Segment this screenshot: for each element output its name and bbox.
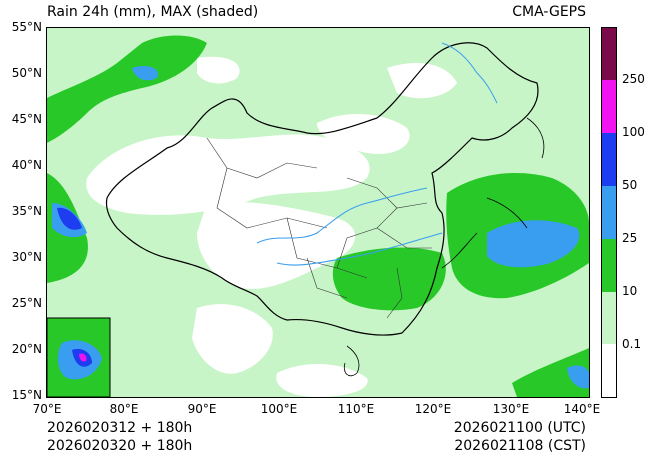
china-border	[105, 42, 539, 336]
heavy-rain-east	[487, 220, 580, 268]
colorbar-segment	[602, 344, 616, 397]
lat-label: 50°N	[11, 66, 42, 80]
moderate-rain-southeast	[512, 348, 589, 397]
coastlines	[343, 117, 545, 377]
colorbar-segment	[602, 292, 616, 344]
colorbar-label: 10	[622, 284, 638, 298]
very-heavy-rain-west	[57, 207, 82, 230]
model-name: CMA-GEPS	[512, 4, 586, 20]
init-time-line1: 2026020312 + 180h	[47, 420, 193, 436]
dry-area-north	[197, 56, 240, 84]
lat-label: 55°N	[11, 20, 42, 34]
valid-time-utc: 2026021100 (UTC)	[453, 420, 586, 436]
heavy-rain-northwest	[132, 66, 158, 81]
dry-area-southwest	[192, 304, 273, 374]
moderate-rain-northwest	[47, 35, 207, 143]
lat-label: 25°N	[11, 296, 42, 310]
colorbar-segment	[602, 28, 616, 80]
lon-label: 120°E	[414, 402, 452, 416]
lon-label: 110°E	[337, 402, 375, 416]
lon-label: 90°E	[187, 402, 217, 416]
inset-border	[47, 317, 111, 397]
colorbar-segment	[602, 133, 616, 186]
colorbar-segment	[602, 80, 616, 133]
lat-label: 45°N	[11, 112, 42, 126]
lon-label: 100°E	[260, 402, 298, 416]
colorbar-label: 25	[622, 231, 638, 245]
lat-label: 40°N	[11, 158, 42, 172]
amur-river	[441, 42, 498, 104]
rivers	[256, 187, 443, 266]
colorbar-label: 100	[622, 125, 645, 139]
valid-time-cst: 2026021108 (CST)	[454, 438, 586, 454]
lat-label: 35°N	[11, 204, 42, 218]
colorbar	[601, 27, 617, 398]
lon-label: 80°E	[109, 402, 139, 416]
moderate-rain-south-china	[332, 247, 446, 311]
lat-label: 15°N	[11, 388, 42, 402]
colorbar-label: 0.1	[622, 337, 642, 351]
dry-area-tibet	[197, 201, 356, 289]
lon-label: 70°E	[32, 402, 62, 416]
map-canvas	[47, 28, 589, 397]
lon-label: 140°E	[563, 402, 601, 416]
colorbar-label: 50	[622, 178, 638, 192]
heavy-rain-southeast	[567, 365, 589, 389]
dry-area-mongolia	[317, 113, 410, 154]
lat-label: 30°N	[11, 250, 42, 264]
colorbar-segment	[602, 239, 616, 292]
inset-extreme-rain	[79, 353, 87, 362]
lat-label: 20°N	[11, 342, 42, 356]
init-time-line2: 2026020320 + 180h	[47, 438, 193, 454]
colorbar-label: 250	[622, 72, 645, 86]
chart-title: Rain 24h (mm), MAX (shaded)	[47, 4, 259, 20]
colorbar-segment	[602, 186, 616, 239]
lon-label: 130°E	[492, 402, 530, 416]
precipitation-map[interactable]	[46, 27, 590, 398]
